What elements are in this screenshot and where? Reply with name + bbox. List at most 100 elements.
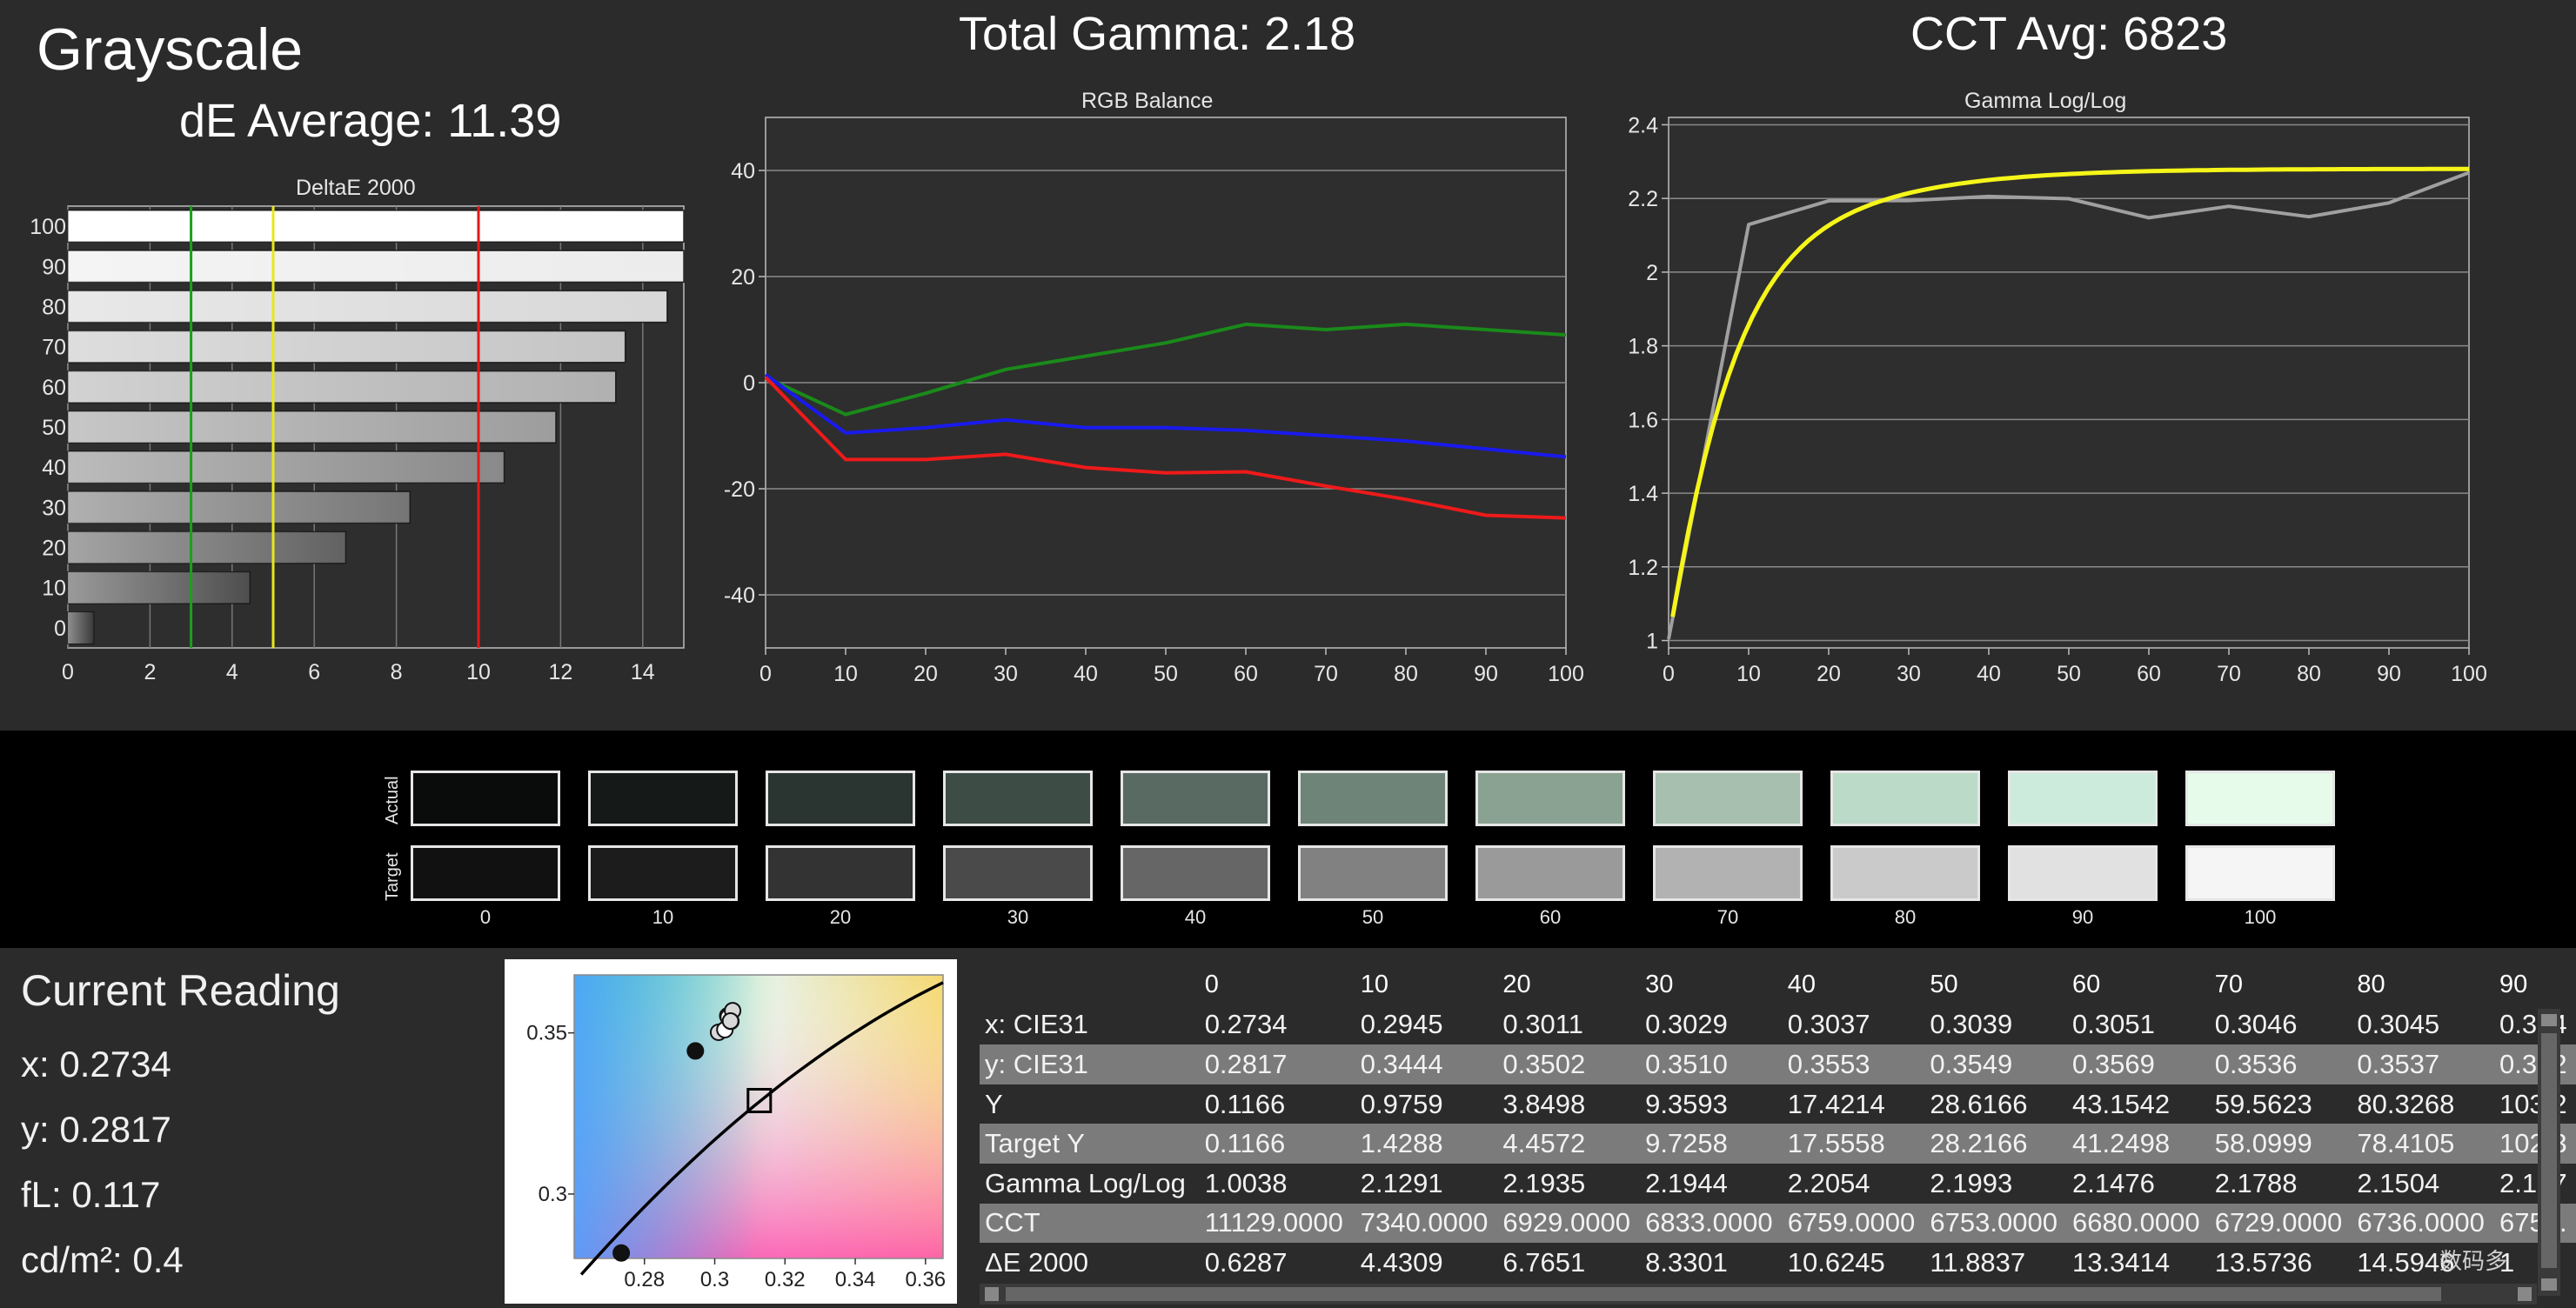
horizontal-scrollbar[interactable]: [980, 1284, 2537, 1305]
horizontal-scroll-thumb[interactable]: [1006, 1287, 2441, 1301]
deltae-category-label: 90: [42, 255, 66, 279]
deltae-category-label: 100: [30, 215, 66, 239]
cie-plot-border: [573, 974, 944, 1259]
table-row: Y 0.1166 0.9759 3.8498 9.3593 17.4214 28.6166 4…: [980, 1084, 2576, 1124]
actual-swatch: [411, 771, 560, 826]
swatch-grid: Actual Target 0 10 20 30 40 50 60 70 80 90 100: [379, 764, 2335, 934]
cie-measured-point: [686, 1042, 705, 1060]
cie-target-point: [746, 1087, 773, 1113]
actual-swatch: [1475, 771, 1625, 826]
deltae-category-label: 80: [42, 295, 66, 319]
cie-x-tick-label: 0.36: [905, 1268, 946, 1291]
actual-swatch: [588, 771, 738, 826]
table-column-header: 70: [2214, 971, 2243, 999]
deltae-bar-gradient: [68, 250, 684, 283]
rgb-x-tick-label: 10: [833, 662, 858, 686]
rgb-y-tick-label: -20: [724, 477, 755, 502]
table-cell: 2.1291: [1355, 1163, 1498, 1204]
deltae-category-label: 20: [42, 537, 66, 561]
deltae-x-tick-label: 2: [144, 660, 156, 684]
table-header-row: 0 10 20 30 40 50 60 70 80 90: [980, 965, 2576, 1005]
cie-measured-point: [721, 1011, 739, 1030]
scroll-up-arrow-icon[interactable]: [2541, 1014, 2557, 1026]
table-cell: 102.3: [2494, 1124, 2576, 1164]
cie-y-tick-label: 0.3: [539, 1183, 567, 1206]
rgb-series-line-0: [765, 322, 1567, 417]
deltae-bar-chart: 0 2 4 6 8 10 12 14 0 10 20 30 40 50 60 70 80 90 100: [30, 205, 685, 684]
table-cell: 6929.0000: [1497, 1203, 1641, 1244]
table-cell: 0.3037: [1782, 1004, 1925, 1045]
deltae-x-tick-label: 6: [308, 660, 320, 684]
table-row: x: CIE31 0.2734 0.2945 0.3011 0.3029 0.3037 0.…: [980, 1004, 2576, 1045]
table-cell: 0.3537: [2352, 1044, 2495, 1084]
scroll-left-arrow-icon[interactable]: [985, 1287, 999, 1301]
deltae-bar-gradient: [68, 370, 616, 403]
table-column-header: 40: [1787, 971, 1816, 999]
deltae-x-tick-label: 14: [631, 660, 655, 684]
table-cell: 80.3268: [2352, 1084, 2495, 1124]
rgb-y-tick-label: 20: [731, 265, 755, 290]
table-cell: 4.4309: [1355, 1243, 1498, 1283]
vertical-scroll-thumb[interactable]: [2541, 1033, 2557, 1268]
table-column-header: 90: [2499, 971, 2528, 999]
table-cell: 0.3029: [1640, 1004, 1783, 1045]
scroll-down-arrow-icon[interactable]: [2541, 1278, 2557, 1291]
table-cell: 2.187: [2494, 1163, 2576, 1204]
table-column-header: 0: [1204, 971, 1219, 999]
table-cell: 17.4214: [1782, 1084, 1925, 1124]
table-cell: 0.3046: [2209, 1004, 2352, 1045]
gamma-x-tick-label: 60: [2137, 662, 2161, 686]
reading-fl: fL: 0.117: [21, 1174, 161, 1215]
swatch-label: 20: [829, 906, 852, 928]
cie-measured-point: [612, 1244, 631, 1262]
swatch-label: 90: [2071, 906, 2094, 928]
watermark-logo: 数码多: [2439, 1248, 2508, 1274]
actual-swatch: [2185, 771, 2335, 826]
gamma-x-tick-label: 70: [2217, 662, 2241, 686]
actual-swatch: [766, 771, 915, 826]
table-cell: 3.8498: [1497, 1084, 1641, 1124]
cie-x-tick-label: 0.28: [624, 1268, 665, 1291]
swatch-label: 50: [1362, 906, 1384, 928]
table-row-label: Gamma Log/Log: [980, 1163, 1200, 1204]
rgb-x-tick-label: 40: [1074, 662, 1098, 686]
cie-gamut-blue: [574, 975, 943, 1258]
table-cell: 6680.0000: [2067, 1203, 2210, 1244]
scroll-right-arrow-icon[interactable]: [2518, 1287, 2532, 1301]
table-row: CCT 11129.0000 7340.0000 6929.0000 6833.0000…: [980, 1203, 2576, 1244]
table-cell: 7340.0000: [1355, 1203, 1498, 1244]
rgb-x-tick-label: 80: [1394, 662, 1418, 686]
deltae-x-tick-label: 0: [62, 660, 74, 684]
cie-scatter-chart: 0.28 0.3 0.32 0.34 0.36 0.35 0.3: [512, 966, 950, 1297]
actual-swatch: [1298, 771, 1448, 826]
gamma-x-tick-label: 90: [2377, 662, 2401, 686]
table-cell: 0.6287: [1199, 1243, 1355, 1283]
actual-swatch: [1830, 771, 1980, 826]
deltae-category-label: 60: [42, 376, 66, 400]
deltae-x-tick-label: 4: [226, 660, 238, 684]
target-swatch: [2185, 845, 2335, 901]
table-cell: 0.3051: [2067, 1004, 2210, 1045]
gamma-y-tick-label: 1.8: [1628, 335, 1658, 359]
rgb-balance-chart-title: RGB Balance: [1081, 89, 1214, 113]
table-cell: 6757.: [2494, 1203, 2576, 1244]
reading-y: y: 0.2817: [21, 1109, 171, 1150]
vertical-scrollbar[interactable]: [2538, 1009, 2560, 1296]
deltae-category-label: 10: [42, 577, 66, 601]
table-cell: 9.3593: [1640, 1084, 1783, 1124]
table-cell: 0.2734: [1199, 1004, 1355, 1045]
table-cell: 13.5736: [2209, 1243, 2352, 1283]
rgb-y-tick-label: 40: [731, 159, 755, 184]
table-cell: 78.4105: [2352, 1124, 2495, 1164]
gamma-x-tick-label: 100: [2451, 662, 2487, 686]
gamma-plot-area: [1668, 117, 2470, 649]
gamma-x-tick-label: 40: [1977, 662, 2001, 686]
actual-swatch: [1121, 771, 1270, 826]
reading-cdm2: cd/m²: 0.4: [21, 1239, 184, 1280]
table-cell: 6833.0000: [1640, 1203, 1783, 1244]
gamma-y-tick-label: 2.2: [1628, 187, 1658, 211]
table-cell: 0.3045: [2352, 1004, 2495, 1045]
table-cell: 8.3301: [1640, 1243, 1783, 1283]
actual-swatch: [943, 771, 1093, 826]
deltae-bar-gradient: [68, 611, 94, 644]
